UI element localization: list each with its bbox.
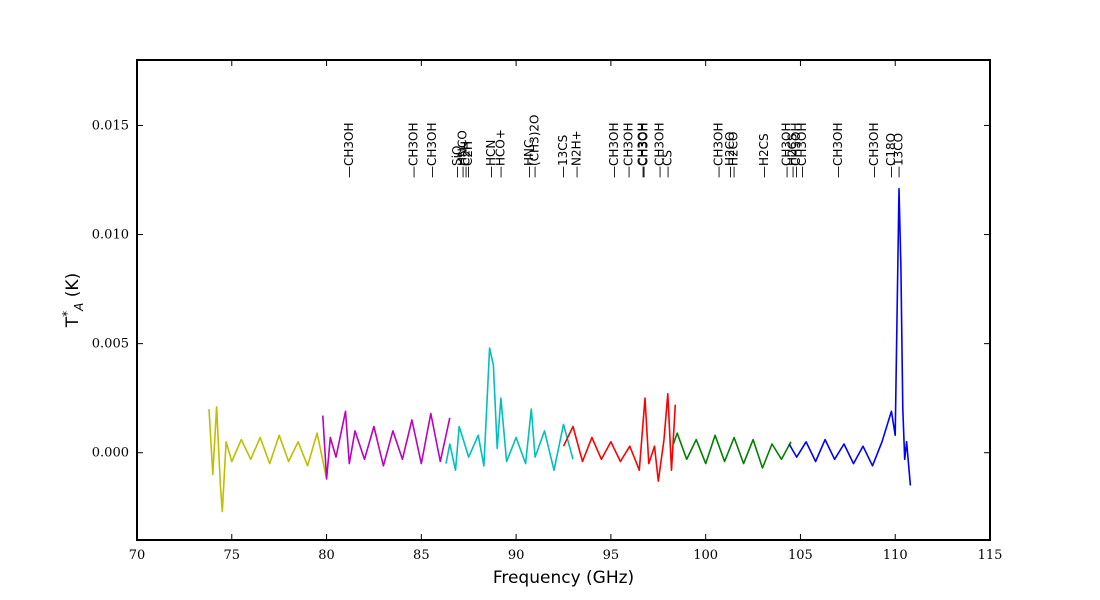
line-id-label: —H2CO <box>727 132 741 178</box>
line-id-label: —CH3OH <box>621 122 635 178</box>
line-id-label: —CH3OH <box>653 122 667 178</box>
plot-frame <box>136 59 991 541</box>
x-axis-label: Frequency (GHz) <box>493 568 634 588</box>
x-tick-label: 95 <box>603 548 620 563</box>
line-id-label: —HCO+ <box>493 129 507 178</box>
spectrum-series-line <box>562 392 677 482</box>
line-id-label: —C18O <box>884 133 898 178</box>
line-id-label: —HCN <box>484 140 498 178</box>
line-id-label: —CH3OH <box>711 122 725 178</box>
line-id-label: —13CS <box>556 135 570 178</box>
line-id-label: —CS <box>660 150 674 178</box>
line-id-label: —N2H+ <box>569 130 583 178</box>
line-id-label: —CH3OH <box>342 122 356 178</box>
x-tick-label: 115 <box>978 548 1003 563</box>
y-tick-label: 0.010 <box>92 228 129 243</box>
line-id-label: —HNCO <box>456 130 470 178</box>
x-tick-label: 85 <box>413 548 430 563</box>
line-id-label: —CH3OH <box>789 122 803 178</box>
x-tick-label: 105 <box>788 548 813 563</box>
x-tick-label: 75 <box>224 548 241 563</box>
x-tick-label: 80 <box>318 548 335 563</box>
y-axis-label-unit: (K) <box>63 273 83 303</box>
line-id-label: —HNC <box>522 140 536 178</box>
line-id-label: —H2CS <box>785 133 799 178</box>
line-id-label: —C2H <box>461 141 475 178</box>
line-id-label: —CH3OH <box>795 122 809 178</box>
line-id-label: —CH3OH <box>831 122 845 178</box>
line-id-label: —CH3OH <box>425 122 439 178</box>
y-axis-label-sub: A <box>72 303 86 312</box>
y-axis-label: T*A (K) <box>60 273 86 328</box>
line-id-label: —CH3OH <box>406 122 420 178</box>
y-axis-label-sup: * <box>60 311 74 317</box>
x-tick-label: 90 <box>508 548 525 563</box>
spectrum-series-line <box>445 347 574 472</box>
line-id-label: —CH3OH <box>637 122 651 178</box>
x-tick-label: 70 <box>129 548 146 563</box>
line-id-label: —(CH3)2O <box>528 115 542 178</box>
spectrum-series-line <box>322 410 451 480</box>
line-id-label: —CH3OH <box>636 122 650 178</box>
x-tick-label: 100 <box>693 548 718 563</box>
y-tick-label: 0.015 <box>92 118 129 133</box>
y-axis-label-main: T <box>63 316 83 328</box>
line-id-label: —CH3OH <box>607 122 621 178</box>
y-tick-label: 0.000 <box>92 446 129 461</box>
line-id-label: —13CO <box>892 133 906 178</box>
y-tick-label: 0.005 <box>92 337 129 352</box>
spectrum-series-line <box>788 187 912 486</box>
line-id-label: —C2H <box>458 141 472 178</box>
spectrum-series-line <box>208 406 328 513</box>
line-id-label: —H2CS <box>757 133 771 178</box>
line-id-label: —CH3OH <box>780 122 794 178</box>
line-id-label: —SiO <box>450 146 464 178</box>
spectrum-series-line <box>672 432 792 469</box>
x-tick-label: 110 <box>883 548 908 563</box>
line-id-label: —H2CO <box>723 132 737 178</box>
line-id-label: —CH3OH <box>867 122 881 178</box>
